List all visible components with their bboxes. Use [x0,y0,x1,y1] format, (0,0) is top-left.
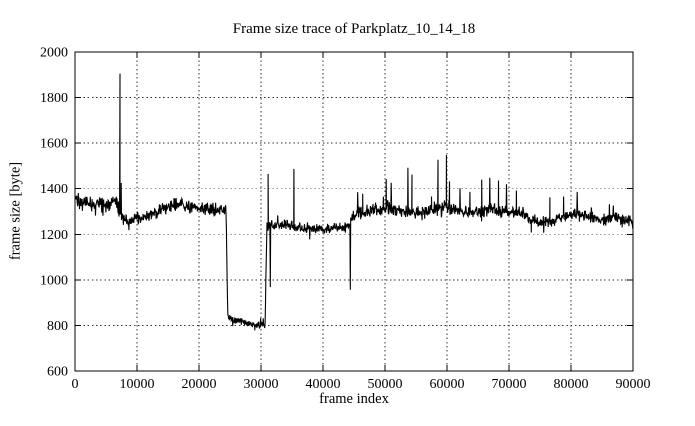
x-tick-label: 20000 [182,377,217,392]
y-tick-label: 600 [47,365,68,380]
y-tick-label: 1600 [40,137,68,152]
y-tick-label: 800 [47,319,68,334]
x-tick-label: 90000 [616,377,651,392]
x-tick-label: 10000 [120,377,155,392]
x-tick-label: 60000 [430,377,465,392]
plot-border [74,51,634,372]
y-tick-label: 1400 [40,182,68,197]
chart-title: Frame size trace of Parkplatz_10_14_18 [232,21,476,37]
y-tick-label: 2000 [40,46,68,61]
x-tick-label: 50000 [368,377,403,392]
frame-size-trace [74,73,634,331]
x-tick-label: 30000 [244,377,279,392]
x-tick-label: 80000 [554,377,589,392]
y-tick-label: 1800 [40,91,68,106]
x-tick-label: 70000 [492,377,527,392]
x-tick-label: 0 [72,377,79,392]
x-axis-label: frame index [319,391,389,407]
y-tick-label: 1000 [40,273,68,288]
y-tick-label: 1200 [40,228,68,243]
x-tick-label: 40000 [306,377,341,392]
